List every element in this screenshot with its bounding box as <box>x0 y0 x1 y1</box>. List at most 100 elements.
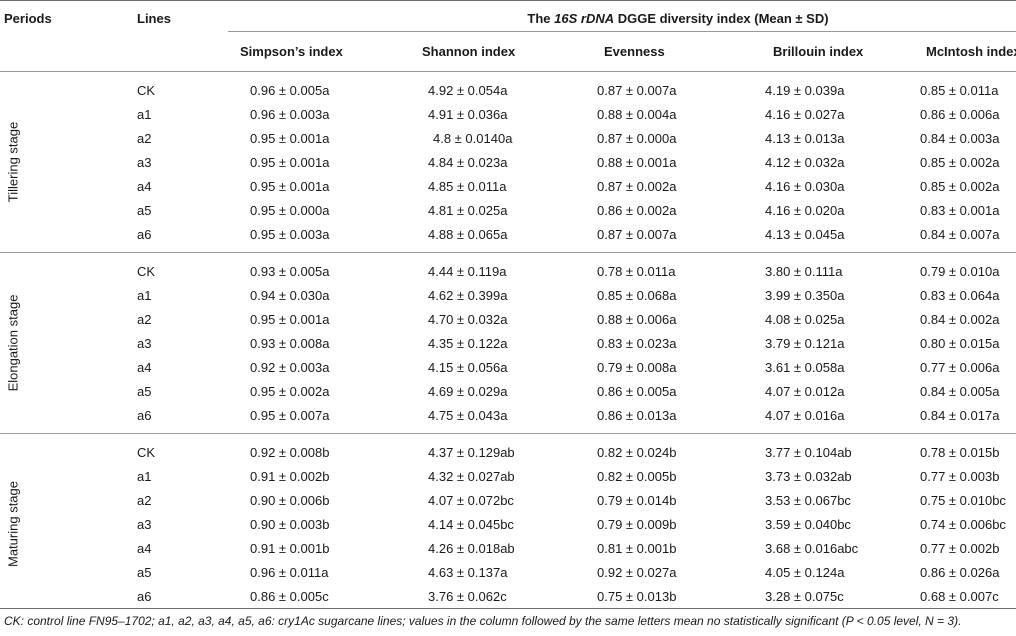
line-cell: a3 <box>137 155 152 170</box>
simpson-cell: 0.95 ± 0.003a <box>250 227 330 242</box>
evenness-cell: 0.86 ± 0.002a <box>597 203 677 218</box>
bottom-rule <box>0 608 1016 609</box>
shannon-cell: 4.85 ± 0.011a <box>428 179 507 194</box>
mcintosh-cell: 0.85 ± 0.011a <box>920 83 999 98</box>
brillouin-cell: 4.05 ± 0.124a <box>765 565 845 580</box>
line-cell: a4 <box>137 541 152 556</box>
shannon-cell: 4.62 ± 0.399a <box>428 288 508 303</box>
header-brillouin: Brillouin index <box>773 44 864 59</box>
evenness-cell: 0.79 ± 0.014b <box>597 493 677 508</box>
table-row: CK 0.96 ± 0.005a 4.92 ± 0.054a 0.87 ± 0.… <box>0 79 1016 103</box>
mcintosh-cell: 0.85 ± 0.002a <box>920 155 1000 170</box>
simpson-cell: 0.95 ± 0.001a <box>250 131 330 146</box>
mcintosh-cell: 0.77 ± 0.003b <box>920 469 1000 484</box>
line-cell: a6 <box>137 227 152 242</box>
table-title: The 16S rDNA DGGE diversity index (Mean … <box>0 11 1016 26</box>
line-cell: a4 <box>137 179 152 194</box>
table-row: a5 0.95 ± 0.002a 4.69 ± 0.029a 0.86 ± 0.… <box>0 380 1016 404</box>
title-suffix: DGGE diversity index (Mean ± SD) <box>614 11 829 26</box>
table-row: a3 0.93 ± 0.008a 4.35 ± 0.122a 0.83 ± 0.… <box>0 332 1016 356</box>
table-row: a5 0.96 ± 0.011a 4.63 ± 0.137a 0.92 ± 0.… <box>0 561 1016 585</box>
shannon-cell: 4.88 ± 0.065a <box>428 227 508 242</box>
line-cell: a6 <box>137 408 152 423</box>
brillouin-cell: 4.12 ± 0.032a <box>765 155 845 170</box>
mcintosh-cell: 0.83 ± 0.064a <box>920 288 1000 303</box>
table-row: a6 0.86 ± 0.005c 3.76 ± 0.062c 0.75 ± 0.… <box>0 585 1016 609</box>
header-shannon: Shannon index <box>422 44 516 59</box>
mcintosh-cell: 0.75 ± 0.010bc <box>920 493 1006 508</box>
mcintosh-cell: 0.84 ± 0.007a <box>920 227 1000 242</box>
simpson-cell: 0.91 ± 0.001b <box>250 541 330 556</box>
line-cell: a6 <box>137 589 152 604</box>
simpson-cell: 0.96 ± 0.003a <box>250 107 330 122</box>
group-divider <box>0 252 1016 253</box>
shannon-cell: 4.8 ± 0.0140a <box>433 131 513 146</box>
evenness-cell: 0.87 ± 0.002a <box>597 179 677 194</box>
table-row: a4 0.91 ± 0.001b 4.26 ± 0.018ab 0.81 ± 0… <box>0 537 1016 561</box>
line-cell: a1 <box>137 469 152 484</box>
shannon-cell: 4.92 ± 0.054a <box>428 83 508 98</box>
line-cell: a3 <box>137 517 152 532</box>
shannon-cell: 3.76 ± 0.062c <box>428 589 507 604</box>
simpson-cell: 0.96 ± 0.005a <box>250 83 330 98</box>
simpson-cell: 0.93 ± 0.008a <box>250 336 330 351</box>
brillouin-cell: 4.16 ± 0.020a <box>765 203 845 218</box>
header-simpson: Simpson’s index <box>240 44 343 59</box>
mcintosh-cell: 0.80 ± 0.015a <box>920 336 1000 351</box>
evenness-cell: 0.79 ± 0.008a <box>597 360 677 375</box>
mcintosh-cell: 0.78 ± 0.015b <box>920 445 1000 460</box>
mcintosh-cell: 0.86 ± 0.026a <box>920 565 1000 580</box>
evenness-cell: 0.83 ± 0.023a <box>597 336 677 351</box>
shannon-cell: 4.84 ± 0.023a <box>428 155 508 170</box>
shannon-cell: 4.14 ± 0.045bc <box>428 517 514 532</box>
brillouin-cell: 4.13 ± 0.013a <box>765 131 845 146</box>
header-rule <box>0 71 1016 72</box>
period-group-maturing: Maturing stage CK 0.92 ± 0.008b 4.37 ± 0… <box>0 433 1016 614</box>
table-row: a3 0.90 ± 0.003b 4.14 ± 0.045bc 0.79 ± 0… <box>0 513 1016 537</box>
title-prefix: The <box>527 11 555 26</box>
mcintosh-cell: 0.85 ± 0.002a <box>920 179 1000 194</box>
evenness-cell: 0.88 ± 0.004a <box>597 107 677 122</box>
table-row: a4 0.92 ± 0.003a 4.15 ± 0.056a 0.79 ± 0.… <box>0 356 1016 380</box>
line-cell: CK <box>137 445 156 460</box>
simpson-cell: 0.93 ± 0.005a <box>250 264 330 279</box>
mcintosh-cell: 0.84 ± 0.017a <box>920 408 1000 423</box>
shannon-cell: 4.26 ± 0.018ab <box>428 541 515 556</box>
line-cell: CK <box>137 264 156 279</box>
simpson-cell: 0.96 ± 0.011a <box>250 565 329 580</box>
table-row: a6 0.95 ± 0.007a 4.75 ± 0.043a 0.86 ± 0.… <box>0 404 1016 428</box>
period-group-elongation: Elongation stage CK 0.93 ± 0.005a 4.44 ±… <box>0 252 1016 433</box>
line-cell: a5 <box>137 203 152 218</box>
mcintosh-cell: 0.86 ± 0.006a <box>920 107 1000 122</box>
line-cell: a1 <box>137 107 152 122</box>
brillouin-cell: 3.28 ± 0.075c <box>765 589 844 604</box>
lines-header: Lines <box>137 11 171 26</box>
line-cell: a5 <box>137 384 152 399</box>
table-row: a1 0.94 ± 0.030a 4.62 ± 0.399a 0.85 ± 0.… <box>0 284 1016 308</box>
brillouin-cell: 3.53 ± 0.067bc <box>765 493 851 508</box>
simpson-cell: 0.95 ± 0.001a <box>250 155 330 170</box>
line-cell: a1 <box>137 288 152 303</box>
brillouin-cell: 4.13 ± 0.045a <box>765 227 845 242</box>
simpson-cell: 0.90 ± 0.006b <box>250 493 330 508</box>
shannon-cell: 4.15 ± 0.056a <box>428 360 508 375</box>
shannon-cell: 4.75 ± 0.043a <box>428 408 508 423</box>
shannon-cell: 4.32 ± 0.027ab <box>428 469 515 484</box>
mcintosh-cell: 0.84 ± 0.005a <box>920 384 1000 399</box>
top-rule <box>0 0 1016 1</box>
shannon-cell: 4.37 ± 0.129ab <box>428 445 515 460</box>
table-row: CK 0.93 ± 0.005a 4.44 ± 0.119a 0.78 ± 0.… <box>0 260 1016 284</box>
mcintosh-cell: 0.77 ± 0.002b <box>920 541 1000 556</box>
shannon-cell: 4.81 ± 0.025a <box>428 203 508 218</box>
header-evenness: Evenness <box>604 44 665 59</box>
evenness-cell: 0.82 ± 0.024b <box>597 445 677 460</box>
evenness-cell: 0.86 ± 0.005a <box>597 384 677 399</box>
simpson-cell: 0.95 ± 0.000a <box>250 203 330 218</box>
period-group-tillering: Tillering stage CK 0.96 ± 0.005a 4.92 ± … <box>0 71 1016 252</box>
table-row: a2 0.95 ± 0.001a 4.70 ± 0.032a 0.88 ± 0.… <box>0 308 1016 332</box>
brillouin-cell: 4.07 ± 0.016a <box>765 408 845 423</box>
group-divider <box>0 433 1016 434</box>
line-cell: a3 <box>137 336 152 351</box>
brillouin-cell: 4.16 ± 0.030a <box>765 179 845 194</box>
shannon-cell: 4.91 ± 0.036a <box>428 107 508 122</box>
